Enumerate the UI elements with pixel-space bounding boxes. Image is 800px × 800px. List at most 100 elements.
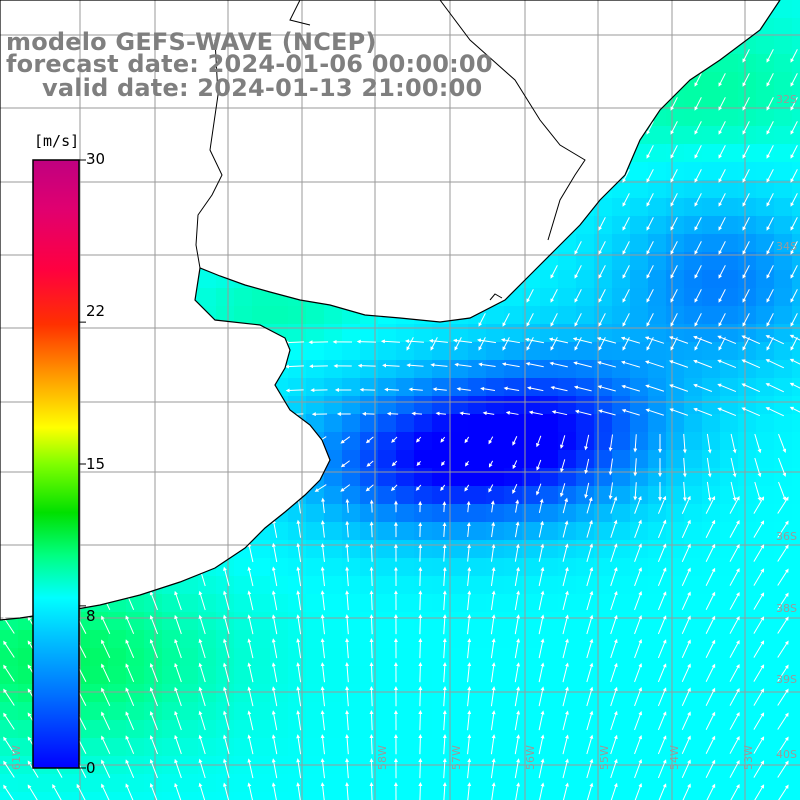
wind-cell	[234, 738, 253, 757]
wind-arrow	[598, 289, 606, 303]
wind-cell	[252, 774, 271, 793]
wind-cell	[108, 702, 127, 721]
wind-cell	[306, 774, 325, 793]
wind-cell	[630, 504, 649, 523]
wind-cell	[36, 792, 55, 800]
wind-cell	[414, 450, 433, 469]
wind-cell	[54, 792, 73, 800]
wind-cell	[414, 666, 433, 685]
wind-arrow	[657, 735, 667, 755]
wind-cell	[540, 324, 559, 343]
wind-cell	[792, 72, 800, 91]
wind-cell	[540, 594, 559, 613]
wind-cell	[630, 666, 649, 685]
wind-arrow	[729, 759, 740, 778]
wind-cell	[684, 360, 703, 379]
wind-cell	[666, 558, 685, 577]
wind-cell	[270, 702, 289, 721]
wind-cell	[108, 612, 127, 631]
wind-arrow	[742, 217, 750, 231]
wind-cell	[324, 684, 343, 703]
wind-cell	[756, 90, 775, 109]
wind-arrow	[320, 566, 325, 587]
wind-arrow	[681, 711, 691, 731]
wind-arrow	[778, 433, 787, 453]
wind-cell	[576, 360, 595, 379]
wind-cell	[432, 612, 451, 631]
wind-cell	[360, 702, 379, 721]
wind-cell	[792, 720, 800, 739]
wind-cell	[666, 720, 685, 739]
wind-cell	[702, 414, 721, 433]
wind-cell	[378, 378, 397, 397]
wind-arrow	[753, 760, 765, 778]
wind-cell	[522, 522, 541, 541]
wind-arrow	[149, 639, 158, 659]
wind-cell	[648, 522, 667, 541]
wind-cell	[0, 684, 19, 703]
wind-arrow	[198, 734, 206, 755]
wind-cell	[270, 576, 289, 595]
wind-arrow	[584, 482, 590, 499]
wind-cell	[342, 324, 361, 343]
wind-cell	[720, 234, 739, 253]
wind-cell	[468, 396, 487, 415]
wind-cell	[702, 306, 721, 325]
wind-arrow	[223, 782, 230, 800]
wind-arrow	[101, 759, 111, 779]
wind-cell	[342, 648, 361, 667]
wind-arrow	[174, 590, 182, 611]
wind-cell	[594, 486, 613, 505]
wind-arrow	[657, 711, 667, 731]
wind-arrow	[345, 566, 350, 587]
wind-cell	[504, 666, 523, 685]
wind-arrow	[538, 520, 544, 538]
wind-arrow	[706, 457, 712, 478]
wind-cell	[414, 396, 433, 415]
lon-label: 61W	[10, 745, 23, 770]
wind-arrow	[634, 615, 643, 635]
wind-cell	[558, 450, 577, 469]
wind-cell	[360, 612, 379, 631]
wind-cell	[756, 594, 775, 613]
wind-cell	[774, 144, 793, 163]
wind-cell	[684, 630, 703, 649]
wind-cell	[270, 594, 289, 613]
wind-cell	[360, 684, 379, 703]
wind-cell	[648, 270, 667, 289]
wind-cell	[738, 216, 757, 235]
wind-cell	[684, 288, 703, 307]
wind-arrow	[610, 710, 618, 731]
wind-arrow	[562, 710, 569, 731]
wind-arrow	[538, 662, 545, 683]
wind-cell	[684, 684, 703, 703]
wind-arrow	[345, 662, 350, 683]
wind-cell	[306, 576, 325, 595]
wind-arrow	[790, 97, 798, 111]
wind-cell	[666, 450, 685, 469]
wind-cell	[756, 558, 775, 577]
wind-arrow	[729, 735, 740, 754]
wind-cell	[504, 720, 523, 739]
wind-arrow	[646, 169, 654, 183]
wind-cell	[648, 558, 667, 577]
land-mask	[0, 0, 780, 620]
wind-arrow	[247, 686, 254, 707]
wind-arrow	[560, 459, 566, 473]
wind-cell	[306, 594, 325, 613]
wind-arrow	[706, 783, 716, 800]
wind-arrow	[538, 590, 545, 611]
wind-cell	[558, 558, 577, 577]
wind-arrow	[501, 362, 520, 368]
wind-cell	[594, 738, 613, 757]
wind-cell	[648, 180, 667, 199]
wind-arrow	[442, 710, 447, 731]
wind-cell	[576, 576, 595, 595]
wind-cell	[684, 234, 703, 253]
wind-cell	[738, 774, 757, 793]
wind-cell	[792, 180, 800, 199]
wind-arrow	[429, 338, 448, 343]
wind-cell	[666, 432, 685, 451]
wind-cell	[756, 162, 775, 181]
wind-arrow	[598, 217, 606, 231]
